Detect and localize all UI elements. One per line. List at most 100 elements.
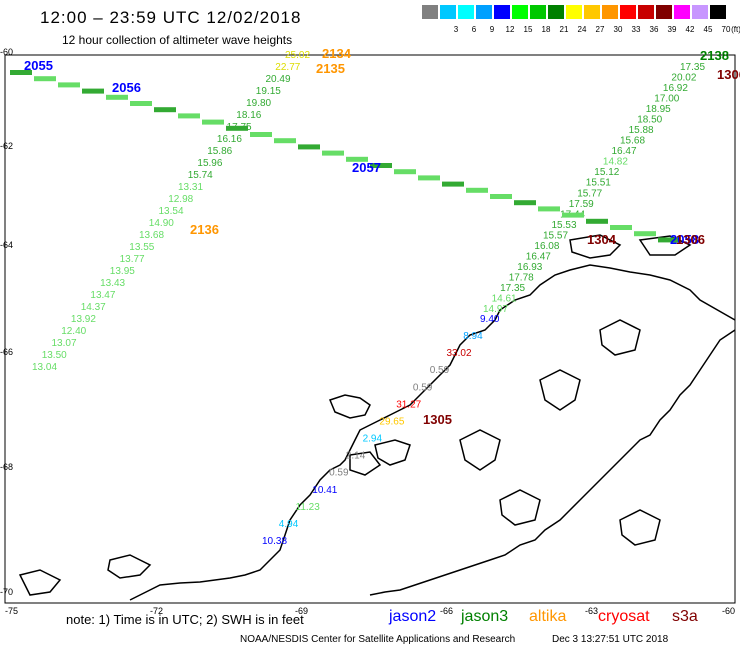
track-a-value: 19.15 [256, 86, 281, 97]
pass-time-label: 2134 [322, 46, 352, 61]
legend-swatch [566, 5, 582, 19]
lon-tick-label: -66 [440, 606, 453, 616]
legend-swatch [440, 5, 456, 19]
dense-track [10, 70, 680, 243]
legend-swatch [530, 5, 546, 19]
track-a-value: 13.95 [110, 266, 135, 277]
legend-swatch [494, 5, 510, 19]
dense-track-mark [178, 113, 200, 119]
pass-time-label: 1306 [717, 67, 740, 82]
dense-track-mark [346, 156, 368, 162]
lon-tick-label: -60 [722, 606, 735, 616]
track-a-value: 13.77 [120, 254, 145, 265]
track-a-value: 13.31 [178, 182, 203, 193]
map-title: 12:00 – 23:59 UTC 12/02/2018 [40, 8, 302, 27]
legend-swatch [620, 5, 636, 19]
track-a-value: 18.16 [236, 110, 261, 121]
legend-swatch [422, 5, 438, 19]
dense-track-mark [394, 169, 416, 175]
track-b-value: 17.00 [654, 94, 679, 105]
legend-swatch [638, 5, 654, 19]
track-b-value: 17.35 [500, 283, 525, 294]
satellite-name: s3a [672, 608, 698, 625]
lat-tick-label: -66 [0, 347, 13, 357]
legend-swatch [710, 5, 726, 19]
dense-track-mark [10, 70, 32, 75]
dense-track-mark [490, 194, 512, 199]
lat-tick-label: -60 [0, 47, 13, 57]
pass-time-label: 1305 [423, 412, 452, 427]
track-a-value: 22.77 [275, 62, 300, 73]
legend-unit: (ft) [731, 25, 740, 34]
track-b-value: 15.68 [620, 136, 645, 147]
satellite-name: altika [529, 608, 567, 625]
track-c-value: 0.59 [329, 468, 349, 479]
track-c-value: 11.23 [296, 502, 321, 513]
dense-track-mark [658, 237, 680, 243]
pass-time-label: 1304 [587, 232, 617, 247]
map-subtitle: 12 hour collection of altimeter wave hei… [62, 33, 293, 47]
track-b-value: 16.47 [612, 146, 637, 157]
track-a-value: 13.07 [52, 338, 77, 349]
pass-time-label: 2055 [24, 58, 53, 73]
satellite-name: jason3 [461, 608, 509, 625]
track-b-value: 16.08 [534, 241, 559, 252]
legend-swatch [548, 5, 564, 19]
track-b-value: 18.50 [637, 115, 662, 126]
dense-track-mark [154, 107, 176, 113]
legend-label: 33 [631, 25, 641, 34]
dense-track-mark [322, 150, 344, 156]
dense-track-mark [202, 119, 224, 125]
dense-track-mark [58, 82, 80, 88]
legend-label: 12 [505, 25, 515, 34]
lat-tick-label: -68 [0, 462, 13, 472]
track-c-value: 10.38 [262, 536, 287, 547]
track-c-value: 4.94 [279, 519, 299, 530]
dense-track-mark [586, 218, 608, 224]
track-b-value: 14.97 [483, 304, 508, 315]
track-b-value: 17.35 [680, 62, 705, 73]
track-a-value: 15.86 [207, 146, 232, 157]
dense-track-mark [130, 101, 152, 106]
legend-label: 45 [703, 25, 713, 34]
track-a-value: 13.68 [139, 230, 164, 241]
legend-swatch [584, 5, 600, 19]
track-c-value: 10.41 [312, 485, 337, 496]
track-b-value: 14.82 [603, 157, 628, 168]
credit-line: NOAA/NESDIS Center for Satellite Applica… [240, 634, 516, 645]
track-b-value: 16.92 [663, 83, 688, 94]
legend-label: 9 [489, 25, 495, 34]
pass-time-label: 2057 [352, 160, 381, 175]
lon-tick-label: -75 [5, 606, 18, 616]
lon-tick-label: -69 [295, 606, 308, 616]
dense-track-mark [442, 181, 464, 187]
track-a-value: 15.96 [197, 158, 222, 169]
dense-track-mark [538, 206, 560, 212]
dense-track-mark [298, 144, 320, 150]
dense-track-mark [82, 88, 104, 94]
track-b-value: 17.59 [569, 199, 594, 210]
footer-note: note: 1) Time is in UTC; 2) SWH is in fe… [66, 612, 304, 627]
dense-track-mark [370, 163, 392, 168]
legend-swatch [692, 5, 708, 19]
track-b-value: 16.47 [526, 251, 551, 262]
track-b-value: 18.95 [646, 104, 671, 115]
track-b-value: 15.51 [586, 178, 611, 189]
pass-time-label: 2056 [112, 80, 141, 95]
track-c-value: 29.65 [379, 417, 404, 428]
pass-time-label: 2136 [190, 222, 219, 237]
lat-tick-label: -62 [0, 141, 13, 151]
legend-label: 3 [453, 25, 459, 34]
legend-swatch [602, 5, 618, 19]
timestamp: Dec 3 13:27:51 UTC 2018 [552, 634, 669, 645]
dense-track-mark [34, 76, 56, 82]
track-a-value: 20.49 [266, 74, 291, 85]
legend-label: 15 [523, 25, 533, 34]
track-b-value: 15.88 [629, 125, 654, 136]
lon-tick-label: -72 [150, 606, 163, 616]
track-c-value: 0.59 [430, 365, 450, 376]
lat-tick-label: -64 [0, 240, 13, 250]
track-b-value: 17.78 [509, 272, 534, 283]
pass-time-label: 2058 [670, 232, 699, 247]
